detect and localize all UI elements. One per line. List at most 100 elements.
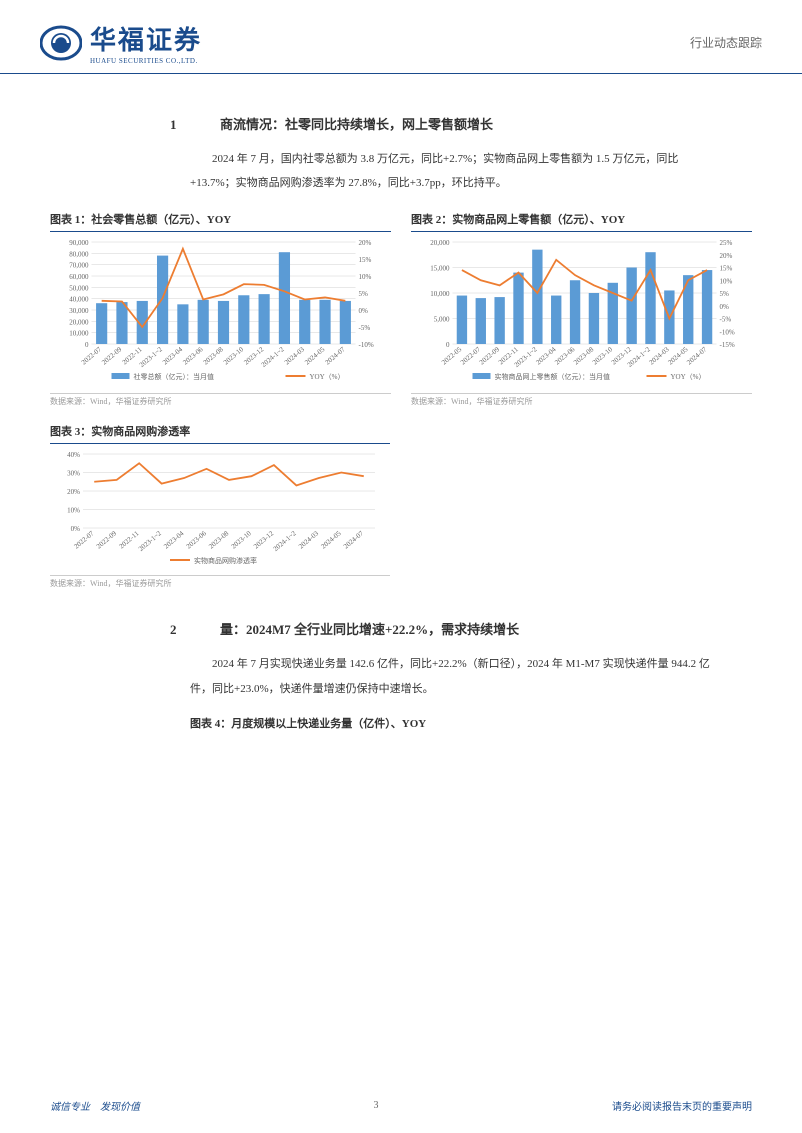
chart4-title: 图表 4：月度规模以上快递业务量（亿件）、YOY [190, 715, 752, 731]
svg-text:50,000: 50,000 [69, 285, 89, 293]
chart3-title: 图表 3：实物商品网购渗透率 [50, 423, 390, 444]
svg-text:80,000: 80,000 [69, 251, 89, 259]
section1-num: 1 [170, 117, 220, 133]
svg-text:2023-06: 2023-06 [185, 529, 208, 550]
svg-text:2022-07: 2022-07 [80, 345, 103, 366]
logo: 华福证券 HUAFU SECURITIES CO.,LTD. [40, 20, 202, 65]
svg-text:0%: 0% [71, 525, 81, 533]
svg-text:40,000: 40,000 [69, 296, 89, 304]
svg-text:2024-05: 2024-05 [666, 345, 689, 366]
section1-paragraph: 2024 年 7 月，国内社零总额为 3.8 万亿元，同比+2.7%；实物商品网… [190, 147, 722, 195]
section2-num: 2 [170, 622, 220, 638]
svg-text:15,000: 15,000 [430, 265, 450, 273]
chart3-source: 数据来源：Wind，华福证券研究所 [50, 575, 390, 589]
chart1-title: 图表 1：社会零售总额（亿元）、YOY [50, 211, 391, 232]
svg-text:2023-06: 2023-06 [553, 345, 576, 366]
header-category: 行业动态跟踪 [690, 34, 762, 51]
svg-text:25%: 25% [720, 239, 733, 247]
svg-text:YOY（%）: YOY（%） [310, 373, 345, 381]
svg-text:2022-09: 2022-09 [478, 345, 501, 366]
svg-text:2023-1~2: 2023-1~2 [137, 529, 163, 553]
svg-text:30,000: 30,000 [69, 307, 89, 315]
svg-text:2024-07: 2024-07 [324, 345, 347, 366]
svg-text:2024-03: 2024-03 [283, 345, 306, 366]
svg-text:0%: 0% [359, 307, 369, 315]
svg-text:2022-05: 2022-05 [440, 345, 463, 366]
svg-text:2024-07: 2024-07 [342, 529, 365, 550]
svg-text:5,000: 5,000 [434, 316, 450, 324]
page-header: 华福证券 HUAFU SECURITIES CO.,LTD. 行业动态跟踪 [0, 0, 802, 74]
svg-text:2023-08: 2023-08 [207, 529, 230, 550]
svg-text:20%: 20% [359, 239, 372, 247]
svg-text:2024-07: 2024-07 [685, 345, 708, 366]
svg-text:2023-04: 2023-04 [534, 345, 557, 366]
chart1-source: 数据来源：Wind，华福证券研究所 [50, 393, 391, 407]
svg-text:2023-04: 2023-04 [162, 529, 185, 550]
chart2-source: 数据来源：Wind，华福证券研究所 [411, 393, 752, 407]
svg-text:2024-03: 2024-03 [648, 345, 671, 366]
svg-text:实物商品网购渗透率: 实物商品网购渗透率 [194, 556, 257, 565]
svg-text:0: 0 [85, 341, 89, 349]
chart3-svg: 0%10%20%30%40%2022-072022-092022-112023-… [50, 448, 390, 568]
svg-text:30%: 30% [67, 470, 80, 478]
svg-text:实物商品网上零售额（亿元）：当月值: 实物商品网上零售额（亿元）：当月值 [495, 372, 611, 381]
svg-text:10%: 10% [67, 507, 80, 515]
svg-text:20,000: 20,000 [430, 239, 450, 247]
svg-text:YOY（%）: YOY（%） [671, 373, 706, 381]
svg-text:20%: 20% [720, 252, 733, 260]
section1-title: 1商流情况：社零同比持续增长，网上零售额增长 [170, 114, 752, 133]
svg-text:90,000: 90,000 [69, 239, 89, 247]
svg-text:2024-1~2: 2024-1~2 [260, 345, 286, 369]
svg-text:15%: 15% [720, 265, 733, 273]
svg-text:70,000: 70,000 [69, 262, 89, 270]
svg-text:2023-06: 2023-06 [181, 345, 204, 366]
section2-title-text: 量：2024M7 全行业同比增速+22.2%，需求持续增长 [220, 622, 519, 637]
svg-text:5%: 5% [359, 290, 369, 298]
svg-text:2022-09: 2022-09 [95, 529, 118, 550]
svg-text:2023-08: 2023-08 [572, 345, 595, 366]
svg-text:2023-04: 2023-04 [161, 345, 184, 366]
page-number: 3 [374, 1100, 379, 1111]
chart1-block: 图表 1：社会零售总额（亿元）、YOY 0 10,000 20,000 30,000 4… [50, 211, 391, 407]
svg-text:20%: 20% [67, 488, 80, 496]
svg-text:2023-10: 2023-10 [591, 345, 614, 366]
svg-text:2023-10: 2023-10 [222, 345, 245, 366]
svg-text:-10%: -10% [720, 329, 735, 337]
svg-text:10%: 10% [720, 278, 733, 286]
section1-title-text: 商流情况：社零同比持续增长，网上零售额增长 [220, 117, 493, 132]
svg-text:2024-05: 2024-05 [303, 345, 326, 366]
section2-title: 2量：2024M7 全行业同比增速+22.2%，需求持续增长 [170, 619, 752, 638]
footer-left: 诚信专业 发现价值 [50, 1098, 140, 1113]
footer-disclaimer: 请务必阅读报告末页的重要声明 [612, 1098, 752, 1113]
svg-text:2024-03: 2024-03 [297, 529, 320, 550]
svg-text:2024-05: 2024-05 [320, 529, 343, 550]
section2-paragraph: 2024 年 7 月实现快递业务量 142.6 亿件，同比+22.2%（新口径）… [190, 652, 722, 700]
svg-text:10%: 10% [359, 273, 372, 281]
svg-text:5%: 5% [720, 290, 730, 298]
svg-text:2023-10: 2023-10 [230, 529, 253, 550]
logo-text-en: HUAFU SECURITIES CO.,LTD. [90, 57, 202, 65]
chart2-title: 图表 2：实物商品网上零售额（亿元）、YOY [411, 211, 752, 232]
svg-text:2023-1~2: 2023-1~2 [138, 345, 164, 369]
svg-text:40%: 40% [67, 451, 80, 459]
svg-text:0%: 0% [720, 303, 730, 311]
chart1-svg: 0 10,000 20,000 30,000 40,000 50,000 60,000 70,… [50, 236, 391, 386]
svg-text:2024-1~2: 2024-1~2 [272, 529, 298, 553]
svg-text:-15%: -15% [720, 341, 735, 349]
chart2-svg: 0 5,000 10,000 15,000 20,000 -15% -10% -5% 0% 5% 1… [411, 236, 752, 386]
chart3-block: 图表 3：实物商品网购渗透率 0%10%20%30%40%2022-072022… [50, 423, 390, 589]
svg-text:-5%: -5% [720, 316, 732, 324]
svg-text:15%: 15% [359, 256, 372, 264]
svg-text:60,000: 60,000 [69, 273, 89, 281]
chart2-block: 图表 2：实物商品网上零售额（亿元）、YOY 0 5,000 10,000 15,00… [411, 211, 752, 407]
page-footer: 诚信专业 发现价值 3 请务必阅读报告末页的重要声明 [0, 1098, 802, 1113]
svg-text:0: 0 [446, 341, 450, 349]
svg-text:10,000: 10,000 [69, 330, 89, 338]
svg-text:2022-09: 2022-09 [100, 345, 123, 366]
svg-text:10,000: 10,000 [430, 290, 450, 298]
svg-text:社零总额（亿元）：当月值: 社零总额（亿元）：当月值 [134, 372, 215, 381]
logo-text-cn: 华福证券 [90, 20, 202, 57]
svg-text:2022-07: 2022-07 [459, 345, 482, 366]
svg-text:20,000: 20,000 [69, 319, 89, 327]
logo-icon [40, 22, 82, 64]
